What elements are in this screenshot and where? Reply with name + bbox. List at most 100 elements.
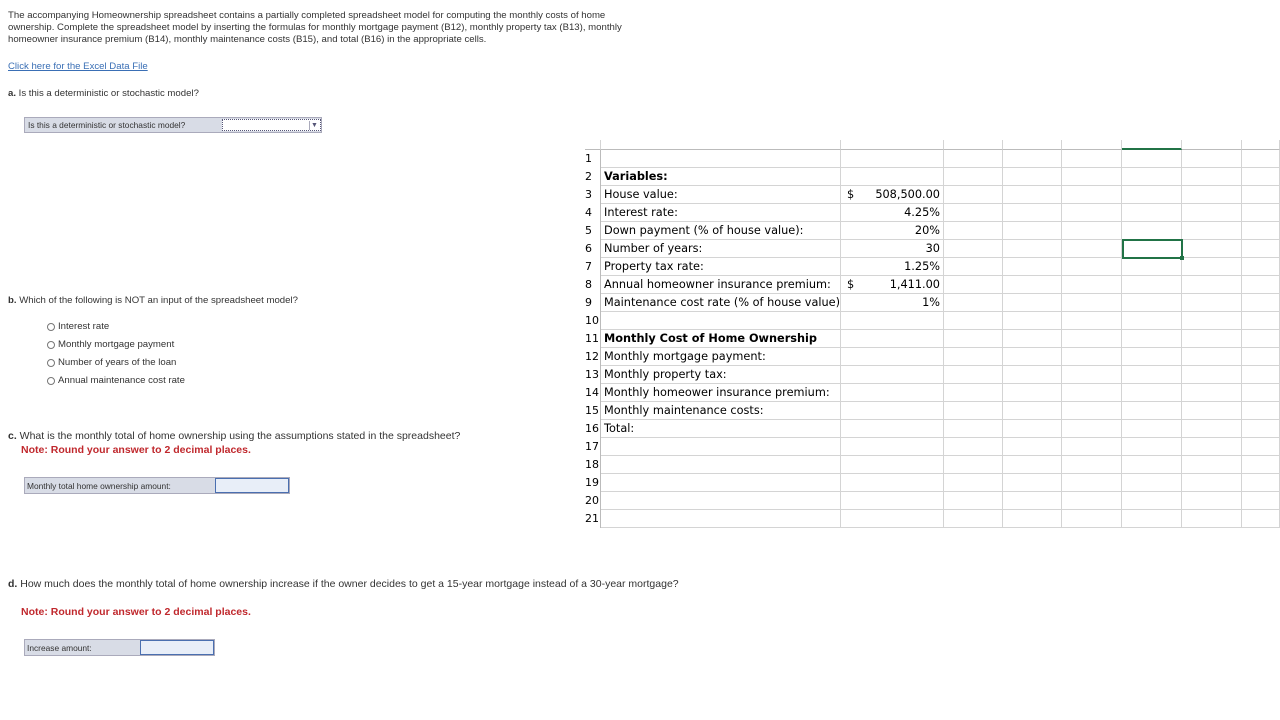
cell-a[interactable]: Down payment (% of house value): bbox=[601, 222, 841, 240]
cell-b[interactable] bbox=[841, 510, 944, 528]
radio-icon[interactable] bbox=[47, 340, 55, 349]
empty-cell[interactable] bbox=[1062, 384, 1122, 402]
empty-cell[interactable] bbox=[1122, 438, 1182, 456]
cell-b[interactable] bbox=[841, 168, 944, 186]
cell-a[interactable]: Monthly mortgage payment: bbox=[601, 348, 841, 366]
cell-b[interactable] bbox=[841, 150, 944, 168]
radio-icon[interactable] bbox=[47, 322, 55, 331]
cell-b[interactable]: 4.25% bbox=[841, 204, 944, 222]
empty-cell[interactable] bbox=[944, 330, 1003, 348]
empty-cell[interactable] bbox=[1062, 276, 1122, 294]
empty-cell[interactable] bbox=[1062, 186, 1122, 204]
empty-cell[interactable] bbox=[1003, 186, 1062, 204]
empty-cell[interactable] bbox=[1242, 492, 1280, 510]
cell-b[interactable] bbox=[841, 456, 944, 474]
cell-a[interactable] bbox=[601, 150, 841, 168]
empty-cell[interactable] bbox=[1242, 240, 1280, 258]
empty-cell[interactable] bbox=[1182, 438, 1242, 456]
empty-cell[interactable] bbox=[1242, 168, 1280, 186]
empty-cell[interactable] bbox=[944, 294, 1003, 312]
cell-b[interactable]: $1,411.00 bbox=[841, 276, 944, 294]
empty-cell[interactable] bbox=[1242, 474, 1280, 492]
empty-cell[interactable] bbox=[1003, 276, 1062, 294]
empty-cell[interactable] bbox=[1003, 510, 1062, 528]
cell-b[interactable]: 30 bbox=[841, 240, 944, 258]
empty-cell[interactable] bbox=[1182, 474, 1242, 492]
empty-cell[interactable] bbox=[1062, 510, 1122, 528]
empty-cell[interactable] bbox=[1182, 276, 1242, 294]
model-type-dropdown[interactable]: ▼ bbox=[222, 119, 321, 131]
empty-cell[interactable] bbox=[1242, 384, 1280, 402]
option-interest-rate[interactable]: Interest rate bbox=[47, 321, 109, 332]
empty-cell[interactable] bbox=[944, 186, 1003, 204]
selected-cell[interactable] bbox=[1122, 239, 1184, 260]
cell-b[interactable] bbox=[841, 438, 944, 456]
empty-cell[interactable] bbox=[1182, 510, 1242, 528]
empty-cell[interactable] bbox=[1003, 150, 1062, 168]
empty-cell[interactable] bbox=[1182, 294, 1242, 312]
cell-a[interactable]: Variables: bbox=[601, 168, 841, 186]
cell-b[interactable] bbox=[841, 474, 944, 492]
cell-a[interactable]: Monthly homeower insurance premium: bbox=[601, 384, 841, 402]
cell-b[interactable] bbox=[841, 348, 944, 366]
empty-cell[interactable] bbox=[1122, 402, 1182, 420]
empty-cell[interactable] bbox=[1122, 222, 1182, 240]
empty-cell[interactable] bbox=[1182, 348, 1242, 366]
empty-cell[interactable] bbox=[1003, 420, 1062, 438]
cell-b[interactable]: 1% bbox=[841, 294, 944, 312]
empty-cell[interactable] bbox=[1003, 312, 1062, 330]
empty-cell[interactable] bbox=[1122, 294, 1182, 312]
empty-cell[interactable] bbox=[1242, 276, 1280, 294]
empty-cell[interactable] bbox=[944, 240, 1003, 258]
empty-cell[interactable] bbox=[1122, 510, 1182, 528]
empty-cell[interactable] bbox=[1003, 258, 1062, 276]
empty-cell[interactable] bbox=[1062, 456, 1122, 474]
empty-cell[interactable] bbox=[1122, 384, 1182, 402]
empty-cell[interactable] bbox=[1062, 402, 1122, 420]
empty-cell[interactable] bbox=[1062, 474, 1122, 492]
empty-cell[interactable] bbox=[1242, 456, 1280, 474]
empty-cell[interactable] bbox=[944, 456, 1003, 474]
empty-cell[interactable] bbox=[1122, 168, 1182, 186]
empty-cell[interactable] bbox=[1003, 222, 1062, 240]
cell-b[interactable] bbox=[841, 330, 944, 348]
empty-cell[interactable] bbox=[1182, 312, 1242, 330]
cell-a[interactable]: Maintenance cost rate (% of house value)… bbox=[601, 294, 841, 312]
empty-cell[interactable] bbox=[1062, 222, 1122, 240]
empty-cell[interactable] bbox=[1003, 294, 1062, 312]
empty-cell[interactable] bbox=[1182, 456, 1242, 474]
empty-cell[interactable] bbox=[1122, 204, 1182, 222]
empty-cell[interactable] bbox=[1182, 384, 1242, 402]
empty-cell[interactable] bbox=[1122, 492, 1182, 510]
empty-cell[interactable] bbox=[1242, 222, 1280, 240]
empty-cell[interactable] bbox=[944, 510, 1003, 528]
empty-cell[interactable] bbox=[1122, 420, 1182, 438]
empty-cell[interactable] bbox=[1182, 330, 1242, 348]
empty-cell[interactable] bbox=[1122, 150, 1182, 168]
empty-cell[interactable] bbox=[1003, 492, 1062, 510]
empty-cell[interactable] bbox=[1062, 312, 1122, 330]
cell-a[interactable] bbox=[601, 474, 841, 492]
cell-a[interactable] bbox=[601, 438, 841, 456]
empty-cell[interactable] bbox=[1062, 258, 1122, 276]
empty-cell[interactable] bbox=[1122, 258, 1182, 276]
option-number-of-years[interactable]: Number of years of the loan bbox=[47, 357, 176, 368]
empty-cell[interactable] bbox=[1003, 402, 1062, 420]
empty-cell[interactable] bbox=[1003, 438, 1062, 456]
empty-cell[interactable] bbox=[944, 258, 1003, 276]
empty-cell[interactable] bbox=[1242, 510, 1280, 528]
cell-a[interactable]: Monthly property tax: bbox=[601, 366, 841, 384]
empty-cell[interactable] bbox=[1182, 168, 1242, 186]
empty-cell[interactable] bbox=[1182, 186, 1242, 204]
empty-cell[interactable] bbox=[1122, 366, 1182, 384]
empty-cell[interactable] bbox=[1182, 222, 1242, 240]
empty-cell[interactable] bbox=[944, 384, 1003, 402]
empty-cell[interactable] bbox=[1062, 294, 1122, 312]
empty-cell[interactable] bbox=[1182, 492, 1242, 510]
empty-cell[interactable] bbox=[1242, 402, 1280, 420]
monthly-total-input[interactable] bbox=[215, 478, 289, 493]
cell-a[interactable]: Total: bbox=[601, 420, 841, 438]
cell-a[interactable] bbox=[601, 312, 841, 330]
empty-cell[interactable] bbox=[1003, 384, 1062, 402]
empty-cell[interactable] bbox=[1242, 186, 1280, 204]
